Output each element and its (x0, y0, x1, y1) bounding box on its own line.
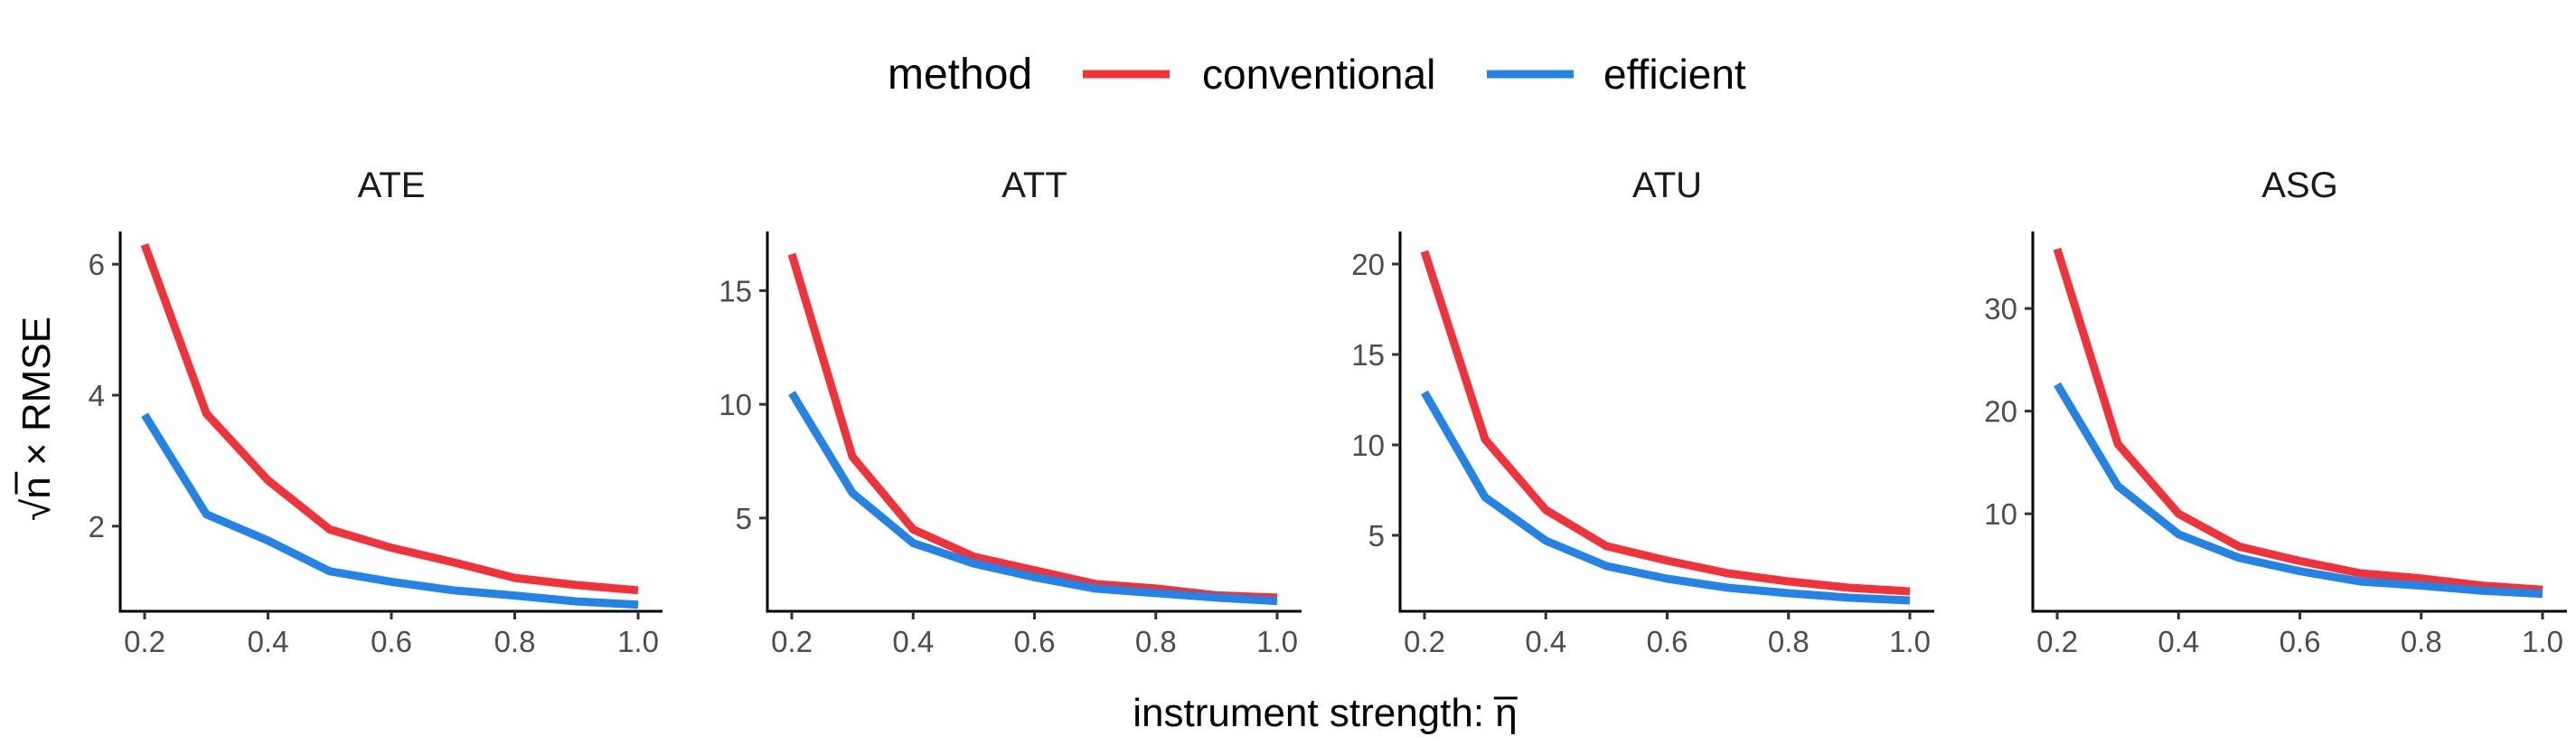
x-tick-label: 1.0 (2522, 625, 2563, 658)
y-tick-label: 2 (89, 510, 105, 543)
x-tick-label: 0.8 (1135, 625, 1177, 658)
x-tick-label: 0.2 (1404, 625, 1445, 658)
x-tick-label: 0.2 (2036, 625, 2078, 658)
x-tick-label: 0.8 (2401, 625, 2442, 658)
panel-att: ATT 5 10 15 0.2 0.4 0.6 0.8 1.0 (719, 165, 1302, 658)
panel-title: ATU (1632, 165, 1702, 205)
y-tick-label: 4 (89, 379, 105, 412)
x-tick-label: 0.6 (1647, 625, 1688, 658)
x-tick-label: 0.4 (1525, 625, 1566, 658)
x-tick-label: 0.2 (771, 625, 813, 658)
panel-atu: ATU 5 10 15 20 0.2 0.4 0.6 0.8 1.0 (1351, 165, 1934, 658)
x-tick-label: 0.8 (494, 625, 536, 658)
y-tick-label: 20 (1351, 248, 1385, 281)
x-tick-label: 0.2 (124, 625, 165, 658)
sqrt-n: √n (14, 477, 59, 521)
legend-title: method (888, 51, 1032, 99)
series-line-efficient (2054, 382, 2543, 599)
y-tick-label: 15 (719, 274, 752, 307)
y-axis-title: √n × RMSE (14, 316, 59, 521)
y-tick-label: 15 (1351, 338, 1385, 372)
panel-title: ATT (1001, 165, 1067, 205)
panel-title: ATE (358, 165, 426, 205)
y-tick-label: 6 (89, 248, 105, 281)
y-tick-label: 30 (1984, 292, 2017, 326)
x-tick-label: 0.4 (2158, 625, 2199, 658)
times-rmse: × RMSE (14, 316, 59, 477)
legend-label-efficient: efficient (1603, 51, 1746, 98)
y-tick-label: 10 (719, 388, 752, 421)
x-tick-label: 0.4 (248, 625, 289, 658)
x-tick-label: 1.0 (1256, 625, 1298, 658)
series-line-conventional (1420, 250, 1911, 596)
panel-title: ASG (2261, 165, 2337, 205)
series-line-efficient (788, 391, 1278, 606)
legend: method conventional efficient (888, 51, 1746, 99)
y-tick-label: 5 (1368, 519, 1385, 552)
x-tick-label: 0.6 (1014, 625, 1056, 658)
y-tick-label: 5 (736, 502, 752, 535)
series-line-efficient (1421, 390, 1911, 605)
x-tick-label: 0.6 (2280, 625, 2321, 658)
panel-ate: ATE 2 4 6 0.2 0.4 0.6 0.8 1.0 (89, 165, 663, 658)
panels: ATE 2 4 6 0.2 0.4 0.6 0.8 1.0 ATT 5 10 15 0.2 0.4 0.6 0.… (89, 165, 2567, 658)
x-axis-title-text: instrument strength: η (1133, 691, 1518, 735)
series-line-conventional (787, 252, 1278, 602)
series-line-conventional (140, 242, 639, 595)
y-tick-label: 10 (1351, 429, 1385, 462)
x-axis-title: instrument strength: η (1133, 691, 1518, 735)
y-tick-label: 20 (1984, 395, 2017, 429)
series-line-conventional (2053, 247, 2543, 594)
y-axis-title-text: √n × RMSE (14, 316, 59, 521)
x-tick-label: 0.8 (1768, 625, 1810, 658)
legend-label-conventional: conventional (1202, 51, 1435, 98)
y-tick-label: 10 (1984, 497, 2017, 531)
x-tick-label: 0.4 (892, 625, 934, 658)
x-tick-label: 1.0 (617, 625, 659, 658)
x-tick-label: 1.0 (1889, 625, 1931, 658)
series-line-efficient (141, 412, 639, 609)
x-tick-label: 0.6 (371, 625, 412, 658)
panel-asg: ASG 10 20 30 0.2 0.4 0.6 0.8 1.0 (1984, 165, 2567, 658)
